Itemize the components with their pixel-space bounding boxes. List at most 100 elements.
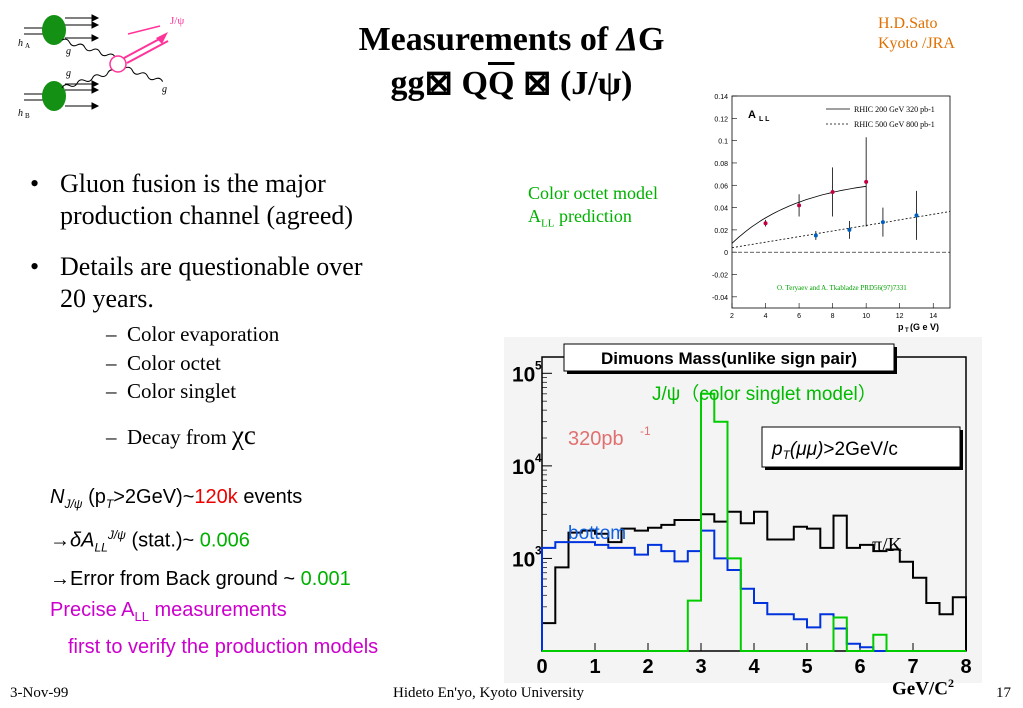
stats-line-2: →δALLJ/ψ (stat.)~ 0.006 — [50, 520, 500, 564]
octet-a: A — [528, 206, 541, 226]
stats-cut: >2GeV)~ — [113, 486, 195, 508]
octet-model-label: Color octet model ALL prediction — [528, 182, 658, 236]
chart2-xlabel: GeV/C2 — [892, 676, 954, 700]
chart2-xlabel-text: GeV/C — [892, 678, 948, 700]
label-g-top: g — [66, 46, 71, 57]
chart1-xtick-label: 6 — [797, 313, 801, 320]
chart1-ytick-label: 0.14 — [714, 94, 728, 101]
chart1-title-sub: L L — [759, 116, 770, 123]
stats-dall-sup: J/ψ — [107, 528, 126, 542]
chart2-bottom-label: bottom — [568, 523, 626, 544]
chart2-cut-mumu: (μμ) — [790, 439, 823, 460]
chart2-ytick-base: 10 — [512, 363, 535, 386]
octet-label-line-2: ALL prediction — [528, 205, 658, 236]
slide-title: Measurements of ΔG — [0, 20, 1023, 60]
chart2-xtick-label: 4 — [748, 656, 760, 678]
label-ha: h — [18, 38, 23, 49]
stats-line-3: →Error from Back ground ~ 0.001 — [50, 564, 500, 595]
sub-item-1-text: Color evaporation — [127, 322, 280, 346]
bullet-dot: • — [30, 252, 40, 281]
octet-a-sub: LL — [541, 217, 555, 230]
chart1-xlabel-sub: T — [905, 328, 909, 334]
chart1-ytick-label: -0.02 — [712, 273, 728, 280]
subtitle-gg: gg — [390, 65, 425, 102]
label-ha-sub: A — [25, 42, 30, 50]
chart1-xtick-label: 10 — [862, 313, 870, 320]
chart2-xtick-label: 0 — [536, 656, 547, 678]
footer-page-number: 17 — [996, 685, 1011, 701]
chart1-ytick-label: 0.02 — [714, 228, 728, 235]
all-prediction-chart: 0.14 0.12 0.1 0.08 0.06 0.04 0.02 0 -0.02 -0.04 2 4… — [712, 94, 951, 334]
chart2-xlabel-sup: 2 — [947, 676, 954, 690]
chart1-ytick-label: 0.04 — [714, 206, 728, 213]
stats-dall: →δA — [50, 529, 95, 552]
chart2-title: Dimuons Mass(unlike sign pair) — [601, 349, 857, 368]
chart1-xlabel-unit: (G e V) — [910, 322, 939, 332]
author-block: H.D.Sato Kyoto /JRA — [878, 14, 955, 54]
chart1-curve-500 — [731, 211, 951, 249]
bullet-1-line-1: Gluon fusion is the major — [60, 169, 326, 198]
chart2-xtick-label: 1 — [589, 656, 600, 678]
chart2-xtick-label: 7 — [907, 656, 918, 678]
chart1-data-point — [864, 179, 869, 184]
chart2-xtick-label: 3 — [695, 656, 706, 678]
precise-all-sub: LL — [134, 608, 149, 624]
sub-item-2-text: Color octet — [127, 351, 221, 375]
stats-pt: (p — [82, 486, 106, 508]
bullet-2-line-1: Details are questionable over — [60, 252, 363, 281]
chart2-pik-label: π/K — [872, 534, 903, 556]
chart1-ytick-label: 0.06 — [714, 183, 728, 190]
chart2-series-pik — [541, 510, 967, 651]
chart2-ytick-exp: 4 — [535, 451, 542, 465]
chart2-ytick-exp: 5 — [535, 358, 542, 372]
label-hb: h — [18, 108, 23, 119]
chart2-cut-value: >2GeV/c — [823, 439, 897, 460]
chart2-xtick-label: 2 — [642, 656, 653, 678]
stats-line-4: Precise ALL measurements — [50, 595, 500, 632]
chart1-data-point — [880, 220, 885, 225]
chart2-jpsi-label: J/ψ（color singlet model） — [652, 383, 877, 405]
proton-a-blob — [42, 15, 66, 45]
bullet-dot: • — [30, 169, 40, 198]
subtitle-jpsi: (J/ψ) — [559, 65, 633, 102]
proton-b-blob — [42, 81, 66, 111]
sub-item-4: – Decay from χc — [106, 420, 256, 450]
chart2-jpsi: J/ψ — [652, 384, 680, 405]
subtitle-q: Q — [461, 65, 488, 102]
precise-measurements: measurements — [148, 598, 287, 621]
bullet-1: • Gluon fusion is the major production c… — [30, 168, 480, 232]
chart1-data-point — [847, 227, 852, 232]
chart1-xtick-label: 8 — [831, 313, 835, 320]
bullet-2: • Details are questionable over 20 years… — [30, 251, 480, 315]
stats-bg-value: 0.001 — [300, 567, 351, 590]
stats-events-label: events — [237, 486, 303, 508]
subtitle-arrow-2: ⊠ — [522, 65, 552, 102]
label-g-right: g — [162, 84, 167, 95]
label-hb-sub: B — [25, 112, 30, 120]
chart2-cut-label: pT(μμ)>2GeV/c — [771, 439, 898, 462]
author-affiliation: Kyoto /JRA — [878, 35, 955, 52]
chart1-legend-2: RHIC 500 GeV 800 pb-1 — [854, 120, 935, 129]
precise-all: Precise A — [50, 598, 135, 621]
stats-pt-sub: T — [105, 497, 114, 511]
chart2-cut-p: p — [771, 439, 783, 460]
chart2-xtick-label: 5 — [801, 656, 812, 678]
bullet-1-line-2: production channel (agreed) — [60, 201, 354, 230]
title-end: G — [637, 21, 665, 58]
stats-events-value: 120k — [194, 486, 238, 508]
chart2-ytick-base: 10 — [512, 456, 535, 479]
author-name: H.D.Sato — [878, 15, 938, 32]
label-g-bottom: g — [66, 68, 71, 79]
chart2-ytick-base: 10 — [512, 548, 535, 571]
chart1-data-point — [813, 233, 818, 238]
sub-item-1: – Color evaporation — [106, 322, 280, 346]
stats-n-sub: J/ψ — [64, 497, 83, 511]
stats-stat-value: 0.006 — [199, 529, 250, 552]
stats-line-1: NJ/ψ (pT>2GeV)~120k events — [50, 482, 500, 520]
chart2-ytick-exp: 3 — [535, 543, 542, 557]
sub-item-4-text: Decay from — [127, 425, 232, 449]
stats-bg-label: →Error from Back ground ~ — [50, 567, 301, 590]
chart1-xtick-label: 14 — [929, 313, 937, 320]
chart1-title: A — [748, 109, 756, 121]
